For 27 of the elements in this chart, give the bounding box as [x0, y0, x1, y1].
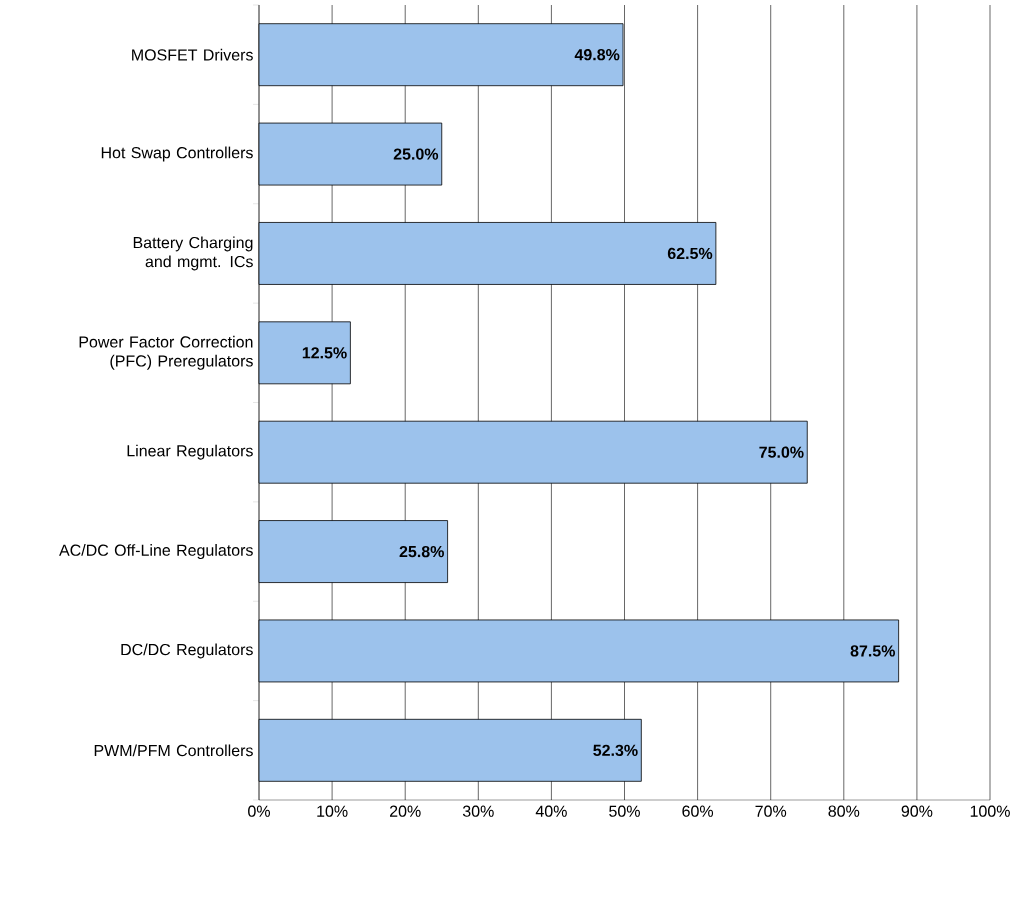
- y-tick-label: DC/DC Regulators: [121, 643, 253, 659]
- y-tick-label: Hot Swap Controllers: [101, 146, 253, 162]
- x-tick-label: 70%: [755, 805, 787, 817]
- x-tick-label: 80%: [828, 805, 860, 817]
- data-label: 25.8%: [399, 545, 444, 558]
- x-tick-label: 50%: [609, 805, 640, 817]
- x-tick-label: 30%: [462, 805, 494, 817]
- x-tick-label: 10%: [317, 805, 348, 817]
- data-label: 49.8%: [574, 49, 620, 61]
- y-tick-label: PWM/PFM Controllers: [94, 744, 253, 757]
- data-label: 62.5%: [667, 247, 713, 260]
- data-label: 52.3%: [593, 744, 638, 756]
- data-label: 12.5%: [302, 347, 347, 359]
- y-tick-label: Linear Regulators: [127, 444, 253, 460]
- x-tick-label: 90%: [901, 805, 933, 817]
- y-tick-label: AC/DC Off-Line Regulators: [59, 544, 253, 560]
- data-label: 25.0%: [393, 148, 439, 160]
- y-tick-label: MOSFET Drivers: [132, 48, 253, 61]
- data-label: 75.0%: [759, 446, 804, 458]
- x-tick-label: 60%: [682, 805, 714, 817]
- y-tick-label: Battery Charging and mgmt. ICs: [133, 236, 253, 271]
- x-tick-label: 0%: [248, 805, 270, 817]
- data-label: 87.5%: [850, 645, 895, 657]
- x-tick-label: 40%: [535, 805, 567, 817]
- x-tick-label: 20%: [389, 805, 421, 817]
- y-tick-label: Power Factor Correction (PFC) Preregulators: [79, 335, 253, 370]
- x-tick-label: 100%: [970, 805, 1010, 817]
